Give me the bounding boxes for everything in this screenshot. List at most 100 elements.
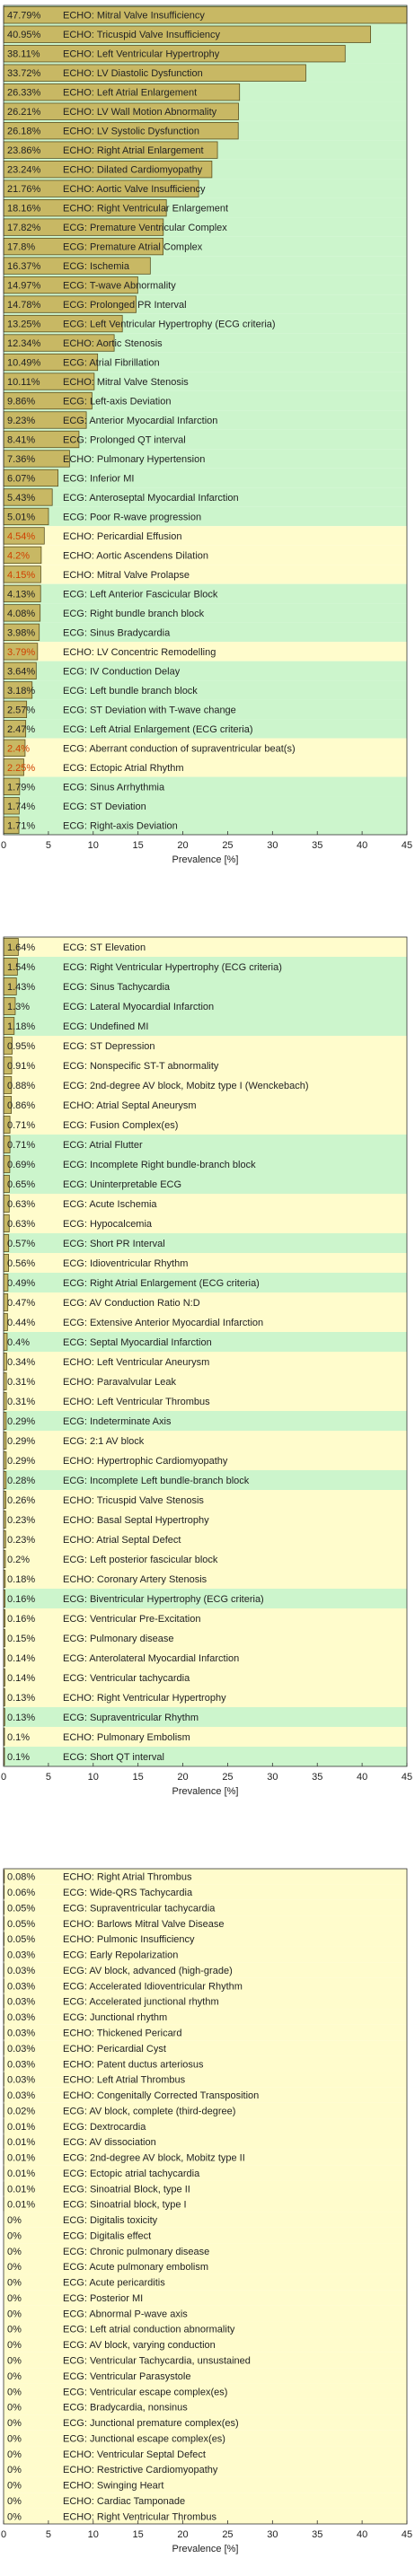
category-label: ECHO: Left Atrial Thrombus — [63, 2075, 186, 2086]
category-label: ECHO: Aortic Stenosis — [63, 338, 163, 349]
x-axis-label: Prevalence [%] — [172, 1786, 239, 1797]
value-label: 0.69% — [7, 1160, 35, 1170]
category-label: ECG: Ventricular Pre-Excitation — [63, 1614, 200, 1625]
category-label: ECG: Left Ventricular Hypertrophy (ECG c… — [63, 320, 276, 330]
value-label: 0.08% — [7, 1872, 35, 1883]
value-label: 0.03% — [7, 2075, 35, 2086]
x-tick-label: 45 — [402, 840, 412, 851]
category-label: ECHO: Left Ventricular Thrombus — [63, 1397, 210, 1407]
category-label: ECG: Indeterminate Axis — [63, 1416, 172, 1427]
category-label: ECG: Incomplete Left bundle-branch block — [63, 1476, 250, 1486]
value-label: 0.88% — [7, 1081, 35, 1091]
category-label: ECG: AV block, advanced (high-grade) — [63, 1966, 233, 1976]
category-label: ECHO: LV Systolic Dysfunction — [63, 127, 199, 137]
value-label: 2.25% — [7, 763, 35, 774]
value-label: 0.71% — [7, 1120, 35, 1131]
category-label: ECG: Lateral Myocardial Infarction — [63, 1002, 214, 1012]
category-label: ECG: Prolonged QT interval — [63, 434, 186, 445]
category-label: ECG: AV block, complete (third-degree) — [63, 2106, 235, 2116]
x-tick-label: 20 — [177, 1772, 188, 1783]
category-label: ECG: Ischemia — [63, 261, 130, 272]
value-label: 40.95% — [7, 30, 41, 40]
x-tick-label: 45 — [402, 2529, 412, 2540]
value-label: 1.79% — [7, 782, 35, 793]
value-label: 18.16% — [7, 204, 41, 215]
category-label: ECHO: Cardiac Tamponade — [63, 2496, 185, 2507]
chart-panel-3: 0.08%ECHO: Right Atrial Thrombus0.06%ECG… — [1, 1869, 412, 2554]
x-tick-label: 0 — [1, 840, 6, 851]
value-label: 0.23% — [7, 1535, 35, 1546]
category-label: ECG: Ventricular escape complex(es) — [63, 2387, 227, 2397]
category-label: ECG: Premature Ventricular Complex — [63, 223, 227, 233]
category-label: ECG: Right bundle branch block — [63, 609, 205, 619]
value-label: 0% — [7, 2262, 22, 2273]
value-label: 0.29% — [7, 1456, 35, 1467]
value-label: 26.33% — [7, 88, 41, 99]
value-label: 0.14% — [7, 1653, 35, 1664]
category-label: ECG: Left bundle branch block — [63, 686, 198, 697]
value-label: 0.29% — [7, 1436, 35, 1447]
value-label: 0.13% — [7, 1693, 35, 1704]
value-label: 1.64% — [7, 942, 35, 953]
category-label: ECHO: Right Atrial Enlargement — [63, 145, 204, 156]
category-label: ECG: Sinus Arrhythmia — [63, 782, 165, 793]
value-label: 12.34% — [7, 338, 41, 349]
value-label: 3.79% — [7, 647, 35, 658]
value-label: 8.41% — [7, 434, 35, 445]
category-label: ECG: Dextrocardia — [63, 2122, 146, 2133]
x-tick-label: 15 — [133, 840, 144, 851]
category-label: ECHO: Dilated Cardiomyopathy — [63, 165, 203, 176]
x-tick-label: 5 — [46, 840, 51, 851]
category-label: ECG: Incomplete Right bundle-branch bloc… — [63, 1160, 256, 1170]
x-tick-label: 25 — [222, 2529, 233, 2540]
value-label: 0.71% — [7, 1140, 35, 1151]
value-label: 0.86% — [7, 1100, 35, 1111]
category-label: ECG: Extensive Anterior Myocardial Infar… — [63, 1318, 263, 1328]
category-label: ECHO: Congenitally Corrected Transpositi… — [63, 2090, 259, 2101]
category-label: ECG: Right Atrial Enlargement (ECG crite… — [63, 1278, 260, 1289]
value-label: 1.54% — [7, 962, 35, 973]
value-label: 0.31% — [7, 1397, 35, 1407]
value-label: 0.63% — [7, 1219, 35, 1230]
category-label: ECHO: Atrial Septal Aneurysm — [63, 1100, 197, 1111]
category-label: ECG: Sinus Tachycardia — [63, 982, 171, 993]
category-label: ECG: Nonspecific ST-T abnormality — [63, 1061, 219, 1072]
category-label: ECG: Sinoatrial block, type I — [63, 2200, 187, 2211]
category-label: ECG: Left posterior fascicular block — [63, 1555, 218, 1565]
x-tick-label: 10 — [88, 2529, 99, 2540]
category-label: ECG: 2nd-degree AV block, Mobitz type II — [63, 2153, 245, 2164]
x-tick-label: 0 — [1, 1772, 6, 1783]
category-label: ECHO: Right Atrial Thrombus — [63, 1872, 192, 1883]
category-label: ECHO: Ventricular Septal Defect — [63, 2449, 206, 2460]
value-label: 0.44% — [7, 1318, 35, 1328]
category-label: ECG: Acute pericarditis — [63, 2278, 165, 2289]
value-label: 0.03% — [7, 1966, 35, 1976]
value-label: 0.65% — [7, 1179, 35, 1190]
category-label: ECHO: Right Ventricular Enlargement — [63, 204, 228, 215]
category-label: ECHO: Pericardial Effusion — [63, 531, 181, 542]
value-label: 0.02% — [7, 2106, 35, 2116]
category-label: ECG: Chronic pulmonary disease — [63, 2247, 209, 2257]
value-label: 4.08% — [7, 609, 35, 619]
category-label: ECHO: Barlows Mitral Valve Disease — [63, 1919, 225, 1930]
value-label: 3.98% — [7, 627, 35, 638]
category-label: ECG: Accelerated Idioventricular Rhythm — [63, 1981, 243, 1992]
x-axis-label: Prevalence [%] — [172, 2544, 239, 2554]
value-label: 5.01% — [7, 512, 35, 522]
category-label: ECG: Posterior MI — [63, 2293, 143, 2304]
value-label: 26.18% — [7, 127, 41, 137]
category-label: ECHO: Coronary Artery Stenosis — [63, 1574, 208, 1585]
category-label: ECG: Accelerated junctional rhythm — [63, 1997, 219, 2008]
category-label: ECG: 2nd-degree AV block, Mobitz type I … — [63, 1081, 309, 1091]
value-label: 2.47% — [7, 724, 35, 735]
value-label: 47.79% — [7, 11, 41, 22]
category-label: ECG: Aberrant conduction of supraventric… — [63, 743, 296, 754]
bar — [4, 1354, 6, 1371]
category-label: ECG: Hypocalcemia — [63, 1219, 153, 1230]
value-label: 4.54% — [7, 531, 35, 542]
value-label: 0.03% — [7, 2059, 35, 2070]
value-label: 1.74% — [7, 802, 35, 812]
category-label: ECHO: Swinging Heart — [63, 2481, 164, 2492]
